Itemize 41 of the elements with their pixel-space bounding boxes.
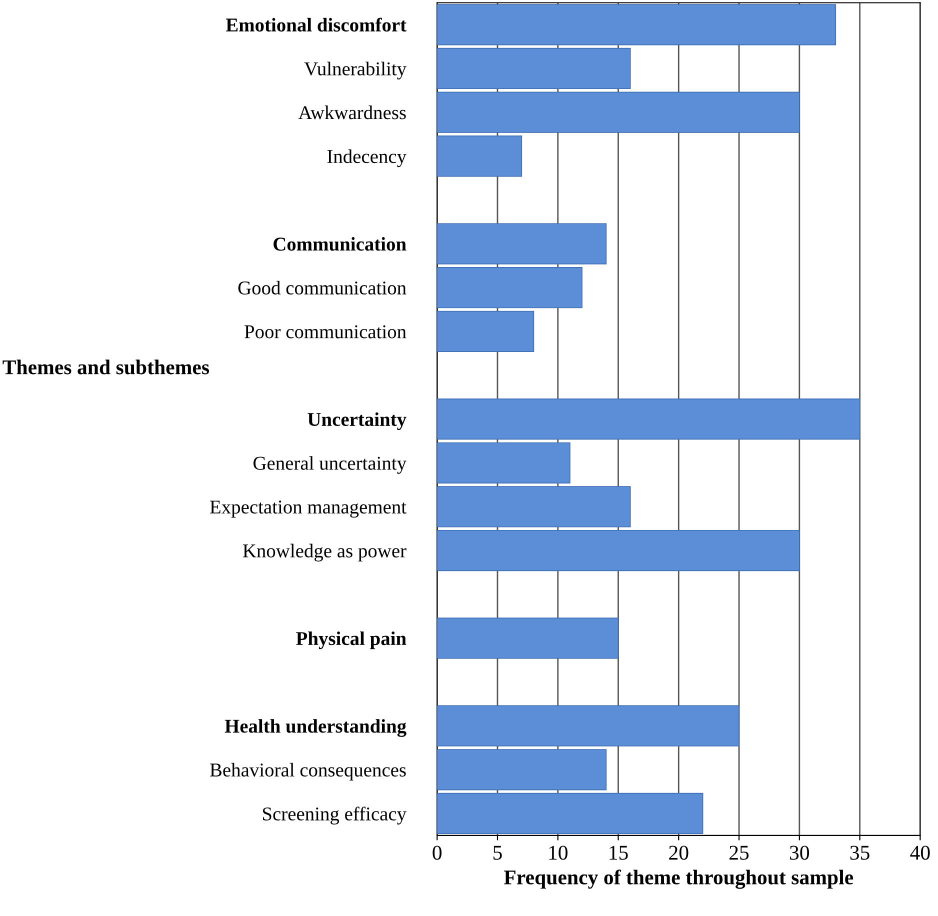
y-tick-label: Indecency bbox=[327, 149, 406, 168]
bar bbox=[437, 749, 607, 790]
bar bbox=[437, 705, 740, 746]
x-tick-label: 10 bbox=[549, 846, 568, 860]
bar bbox=[437, 310, 534, 352]
bar bbox=[437, 398, 860, 440]
y-tick-label: Uncertainty bbox=[308, 412, 406, 430]
x-tick-label: 20 bbox=[669, 846, 688, 860]
x-tick-label: 15 bbox=[610, 846, 628, 860]
bar bbox=[437, 486, 631, 528]
x-tick-label: 5 bbox=[493, 846, 502, 860]
bar bbox=[437, 4, 836, 46]
bar bbox=[437, 92, 800, 133]
bar bbox=[437, 792, 704, 834]
y-tick-label: Awkwardness bbox=[298, 106, 406, 120]
bar bbox=[437, 48, 631, 90]
x-tick-label: 25 bbox=[730, 846, 749, 860]
bar bbox=[437, 442, 570, 484]
y-tick-label: Expectation management bbox=[210, 500, 406, 518]
x-axis-title: Frequency of theme throughout sample bbox=[504, 870, 854, 889]
bar bbox=[437, 530, 800, 572]
bar bbox=[437, 267, 582, 308]
y-tick-label: General uncertainty bbox=[253, 456, 406, 474]
bar bbox=[437, 618, 619, 659]
y-tick-label: Physical pain bbox=[296, 631, 406, 650]
x-tick-label: 40 bbox=[910, 846, 930, 860]
y-tick-label: Poor communication bbox=[244, 325, 406, 338]
y-tick-label: Knowledge as power bbox=[242, 544, 406, 562]
y-tick-label: Emotional discomfort bbox=[226, 18, 406, 32]
x-tick-label: 35 bbox=[850, 846, 870, 860]
y-tick-label: Good communication bbox=[238, 280, 406, 295]
y-axis-title: Themes and subthemes bbox=[2, 360, 210, 374]
y-tick-label: Vulnerability bbox=[304, 62, 406, 80]
x-tick-label: 30 bbox=[790, 846, 810, 860]
y-tick-label: Communication bbox=[274, 237, 406, 251]
bar bbox=[437, 223, 607, 264]
bar bbox=[437, 136, 522, 177]
y-tick-label: Screening efficacy bbox=[262, 806, 406, 825]
y-tick-label: Behavioral consequences bbox=[210, 762, 406, 781]
x-tick-label: 0 bbox=[432, 846, 442, 860]
y-tick-label: Health understanding bbox=[224, 719, 406, 737]
